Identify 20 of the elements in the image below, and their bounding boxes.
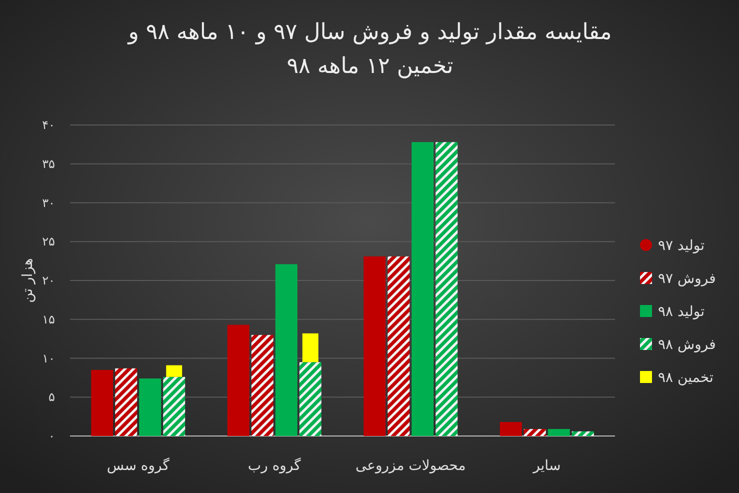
y-tick-label: ۱۵ — [42, 312, 55, 326]
y-tick-label: ۲۵ — [42, 234, 55, 249]
y-tick-label: ۳۵ — [42, 156, 55, 171]
legend-label: فروش ۹۸ — [658, 337, 716, 353]
legend-label: تولید ۹۸ — [658, 304, 705, 320]
chart-title: مقایسه مقدار تولید و فروش سال ۹۷ و ۱۰ ماهه ۹۸ و تخمین ۱۲ ماهه ۹۸ — [126, 19, 613, 81]
x-tick-label: گروه سس — [106, 457, 170, 474]
y-tick-label: ۳۰ — [42, 196, 55, 210]
y-tick-label: ۵ — [48, 390, 55, 404]
x-tick-label: سایر — [532, 458, 561, 474]
legend-label: تخمین ۹۸ — [658, 370, 714, 386]
legend-label: فروش ۹۷ — [658, 271, 716, 287]
y-tick-label: ۰ — [48, 429, 55, 443]
x-tick-label: گروه رب — [248, 457, 302, 474]
y-tick-label: ۱۰ — [42, 351, 55, 366]
legend-label: تولید ۹۷ — [658, 238, 705, 254]
y-tick-label: ۴۰ — [42, 118, 55, 132]
x-tick-label: محصولات مزروعی — [355, 458, 466, 474]
y-axis-title: هزار تن — [20, 258, 36, 303]
y-tick-label: ۲۰ — [42, 274, 55, 288]
